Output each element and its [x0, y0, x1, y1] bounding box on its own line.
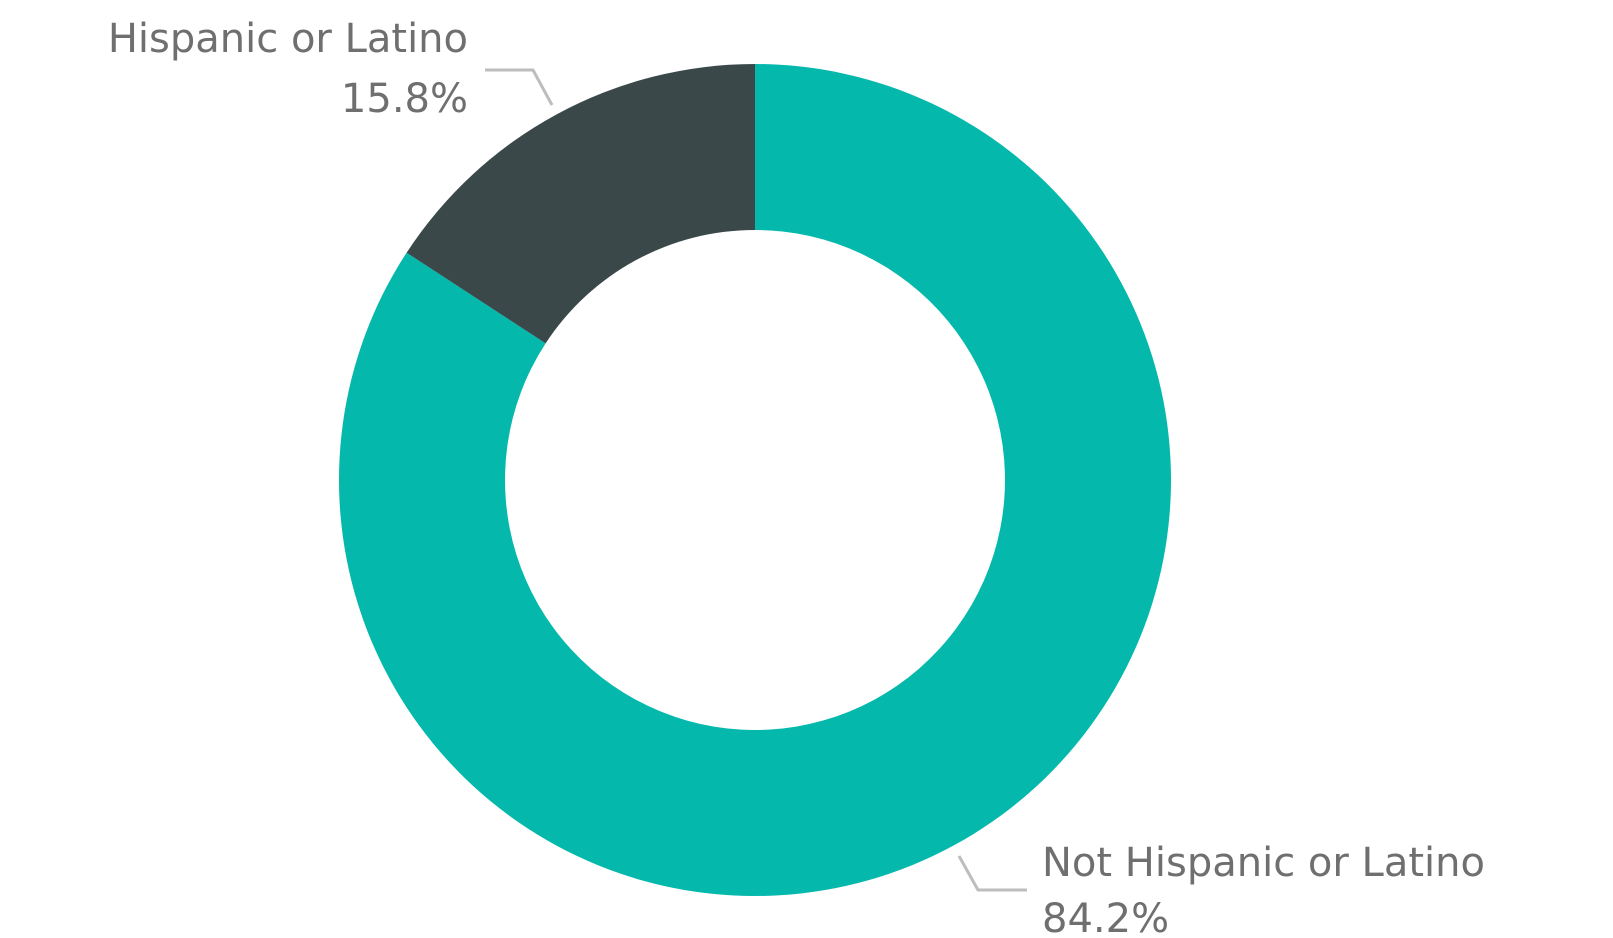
- label-group: Hispanic or Latino 15.8% Not Hispanic or…: [108, 16, 1485, 938]
- slice-label-hispanic-value: 15.8%: [341, 76, 468, 122]
- leader-line-not-hispanic: [957, 855, 1027, 892]
- leader-line-hispanic: [485, 68, 554, 106]
- slice-label-not-hispanic-name: Not Hispanic or Latino: [1042, 840, 1485, 886]
- slice-label-hispanic-name: Hispanic or Latino: [108, 16, 468, 62]
- slice-group: [339, 64, 1171, 897]
- donut-slice-not-hispanic-or-latino: [339, 64, 1171, 897]
- slice-label-not-hispanic-value: 84.2%: [1042, 896, 1169, 938]
- donut-slice-hispanic-or-latino: [406, 64, 755, 344]
